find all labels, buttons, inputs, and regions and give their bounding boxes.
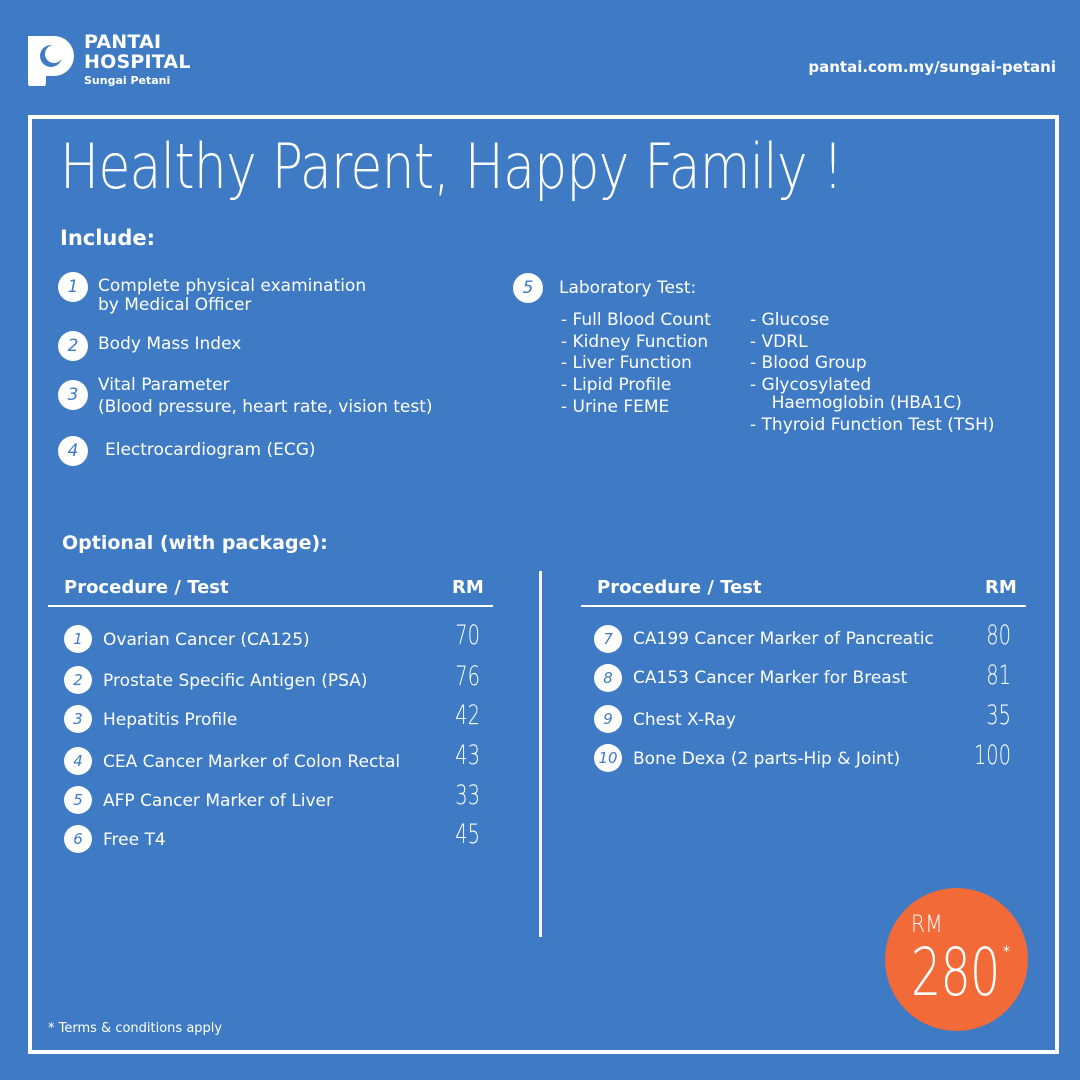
left-table-header-procedure: Procedure / Test [64,577,229,598]
optional-test-price: 35 [986,700,1011,731]
lab-test: - Full Blood Count [561,310,711,330]
left-table-divider [48,605,493,607]
optional-test-price: 100 [973,740,1011,771]
optional-test-name: Hepatitis Profile [103,710,238,730]
optional-test-name: Prostate Specific Antigen (PSA) [103,671,368,691]
optional-test-price: 33 [455,780,480,811]
optional-test-price: 81 [986,660,1011,691]
lab-test: - Urine FEME [561,397,670,417]
optional-number: 7 [594,625,622,653]
lab-test: - VDRL [750,332,808,352]
lab-heading: Laboratory Test: [559,278,697,298]
optional-test-price: 45 [455,819,480,850]
include-number-3: 3 [58,380,88,410]
right-table-divider [581,605,1026,607]
package-price-asterisk: * [1003,944,1010,960]
optional-test-name: Chest X-Ray [633,710,736,730]
optional-test-name: Ovarian Cancer (CA125) [103,630,310,650]
optional-number: 6 [64,825,92,853]
optional-test-name: AFP Cancer Marker of Liver [103,791,333,811]
package-price-currency: RM [911,910,943,938]
lab-test: - Thyroid Function Test (TSH) [750,415,995,435]
logo-line-hospital: HOSPITAL [84,51,191,73]
website-link[interactable]: pantai.com.my/sungai-petani [808,58,1056,76]
optional-test-name: Free T4 [103,830,166,850]
lab-test: - Liver Function [561,353,692,373]
optional-heading: Optional (with package): [62,532,328,554]
optional-test-price: 43 [455,740,480,771]
terms-footnote: * Terms & conditions apply [48,1021,223,1036]
lab-test: - Blood Group [750,353,867,373]
include-number-1: 1 [58,272,88,302]
optional-test-name: CEA Cancer Marker of Colon Rectal [103,752,401,772]
package-price-badge: RM 280 * [885,888,1028,1031]
package-price-amount: 280 [911,934,1000,1011]
lab-test-continued: Haemoglobin (HBA1C) [750,393,962,413]
optional-number: 8 [594,664,622,692]
optional-number: 1 [64,625,92,653]
include-item-1-line-2: by Medical Officer [98,295,252,315]
column-divider [539,571,542,937]
optional-test-price: 80 [986,620,1011,651]
include-number-5: 5 [513,273,543,303]
optional-number: 10 [594,744,622,772]
pantai-logo-icon [28,36,74,86]
content-frame [28,115,1059,1054]
include-item-3-line-1: Vital Parameter [98,375,230,395]
optional-number: 9 [594,705,622,733]
lab-test: - Lipid Profile [561,375,672,395]
left-table-header-rm: RM [452,577,484,598]
hospital-logo[interactable]: PANTAI HOSPITAL Sungai Petani [24,32,204,88]
right-table-header-rm: RM [985,577,1017,598]
optional-number: 2 [64,666,92,694]
optional-number: 3 [64,705,92,733]
optional-number: 5 [64,786,92,814]
right-table-header-procedure: Procedure / Test [597,577,762,598]
include-item-4: Electrocardiogram (ECG) [105,440,316,460]
include-heading: Include: [60,226,156,250]
lab-test: - Kidney Function [561,332,709,352]
optional-test-price: 76 [455,661,480,692]
page-title: Healthy Parent, Happy Family ! [60,130,843,203]
logo-wordmark: PANTAI HOSPITAL Sungai Petani [84,32,191,88]
lab-test: - Glycosylated [750,375,872,395]
logo-line-location: Sungai Petani [84,74,171,87]
include-item-2: Body Mass Index [98,334,242,354]
optional-test-price: 42 [455,700,480,731]
include-number-4: 4 [58,436,88,466]
logo-line-pantai: PANTAI [84,31,162,53]
optional-test-name: CA199 Cancer Marker of Pancreatic [633,629,934,649]
optional-test-price: 70 [455,620,480,651]
optional-number: 4 [64,747,92,775]
include-number-2: 2 [58,331,88,361]
optional-test-name: CA153 Cancer Marker for Breast [633,668,908,688]
optional-test-name: Bone Dexa (2 parts-Hip & Joint) [633,749,901,769]
lab-test: - Glucose [750,310,830,330]
include-item-1-line-1: Complete physical examination [98,276,367,296]
include-item-3-line-2: (Blood pressure, heart rate, vision test… [98,397,433,417]
